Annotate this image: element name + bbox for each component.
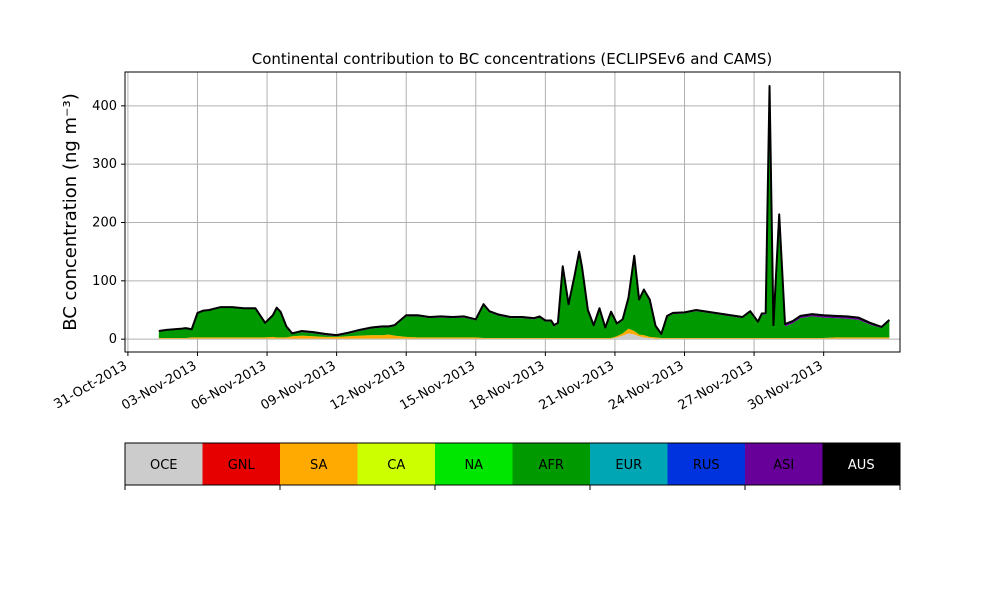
x-tick-label: 15-Nov-2013 <box>398 358 478 413</box>
grid-lines <box>125 72 900 352</box>
legend-label-sa: SA <box>310 458 327 473</box>
plot-frame <box>124 71 901 353</box>
legend-label-eur: EUR <box>615 458 642 473</box>
total-line <box>158 85 891 337</box>
x-tick-label: 27-Nov-2013 <box>676 358 756 413</box>
legend-label-asi: ASI <box>773 458 794 473</box>
y-axis: 0 100 200 300 400 <box>92 99 125 347</box>
y-tick-label: 200 <box>92 216 117 231</box>
legend-label-aus: AUS <box>848 458 875 473</box>
legend-label-rus: RUS <box>693 458 720 473</box>
x-tick-label: 21-Nov-2013 <box>537 358 617 413</box>
legend-label-na: NA <box>464 458 483 473</box>
x-tick-label: 09-Nov-2013 <box>258 358 338 413</box>
legend-frame <box>124 442 901 486</box>
legend-swatch-ca <box>357 443 435 485</box>
x-tick-label: 31-Oct-2013 <box>52 358 130 412</box>
y-tick-label: 100 <box>92 274 117 289</box>
area-sa <box>158 328 890 339</box>
legend-swatch-afr <box>512 443 590 485</box>
legend-swatch-asi <box>745 443 823 485</box>
y-tick-label: 0 <box>109 332 117 347</box>
legend-label-oce: OCE <box>150 458 178 473</box>
colorbar-legend: OCE GNL SA CA NA AFR EUR RUS ASI AUS <box>124 442 901 490</box>
x-tick-label: 30-Nov-2013 <box>745 358 825 413</box>
y-axis-label: BC concentration (ng m⁻³) <box>60 93 81 331</box>
y-tick-label: 300 <box>92 157 117 172</box>
legend-swatch-eur <box>590 443 668 485</box>
x-axis: 31-Oct-201303-Nov-201306-Nov-201309-Nov-… <box>52 352 826 413</box>
legend-swatch-gnl <box>202 443 280 485</box>
x-tick-label: 03-Nov-2013 <box>119 358 199 413</box>
legend-label-ca: CA <box>387 458 405 473</box>
stacked-areas <box>158 86 890 340</box>
total-concentration-line <box>158 85 891 337</box>
legend-label-afr: AFR <box>539 458 564 473</box>
x-tick-label: 06-Nov-2013 <box>189 358 269 413</box>
x-tick-label: 18-Nov-2013 <box>467 358 547 413</box>
y-tick-label: 400 <box>92 99 117 114</box>
x-tick-label: 24-Nov-2013 <box>606 358 686 413</box>
legend-swatch-na <box>435 443 513 485</box>
area-afr <box>158 93 890 338</box>
legend-swatch-aus <box>822 443 900 485</box>
legend-swatch-sa <box>280 443 358 485</box>
x-tick-label: 12-Nov-2013 <box>328 358 408 413</box>
legend-swatch-oce <box>125 443 203 485</box>
legend-swatch-rus <box>667 443 745 485</box>
legend-label-gnl: GNL <box>228 458 256 473</box>
chart-title: Continental contribution to BC concentra… <box>252 50 773 68</box>
